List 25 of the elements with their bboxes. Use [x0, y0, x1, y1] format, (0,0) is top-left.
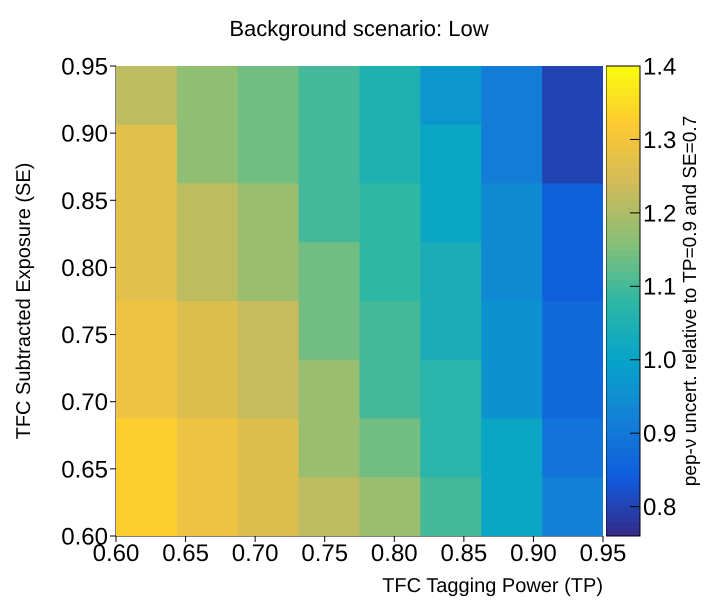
x-tick-label: 0.80: [370, 540, 418, 568]
color-bar-label: 1.4: [643, 53, 676, 80]
x-tick-label: 0.95: [580, 540, 626, 568]
x-tick-label: 0.70: [232, 540, 278, 568]
y-tick-label: 0.90: [61, 120, 108, 148]
y-axis-title: TFC Subtracted Exposure (SE): [13, 162, 35, 440]
y-tick-label: 0.85: [61, 188, 108, 215]
color-bar-label: 1.3: [643, 126, 676, 154]
x-tick-label: 0.75: [301, 540, 348, 568]
x-axis-title: TFC Tagging Power (TP): [382, 575, 603, 597]
y-tick-label: 0.75: [61, 322, 108, 350]
color-bar-label: 0.8: [643, 494, 676, 522]
x-tick-label: 0.85: [440, 540, 488, 568]
chart-title: Background scenario: Low: [228, 15, 490, 42]
x-tick-label: 0.65: [162, 540, 209, 568]
color-bar-label: 1.1: [643, 274, 676, 301]
x-tick-label: 0.90: [510, 540, 557, 568]
y-tick-label: 0.95: [61, 54, 108, 81]
color-bar-label: 1.2: [643, 200, 676, 228]
y-tick-label: 0.80: [61, 254, 108, 282]
y-tick-label: 0.70: [61, 389, 108, 416]
y-tick-label: 0.65: [61, 456, 108, 484]
color-bar-title: pep-ν uncert. relative to TP=0.9 and SE=0.7: [680, 116, 701, 486]
color-bar-label: 0.9: [643, 420, 676, 448]
color-bar-label: 1.0: [643, 347, 676, 374]
